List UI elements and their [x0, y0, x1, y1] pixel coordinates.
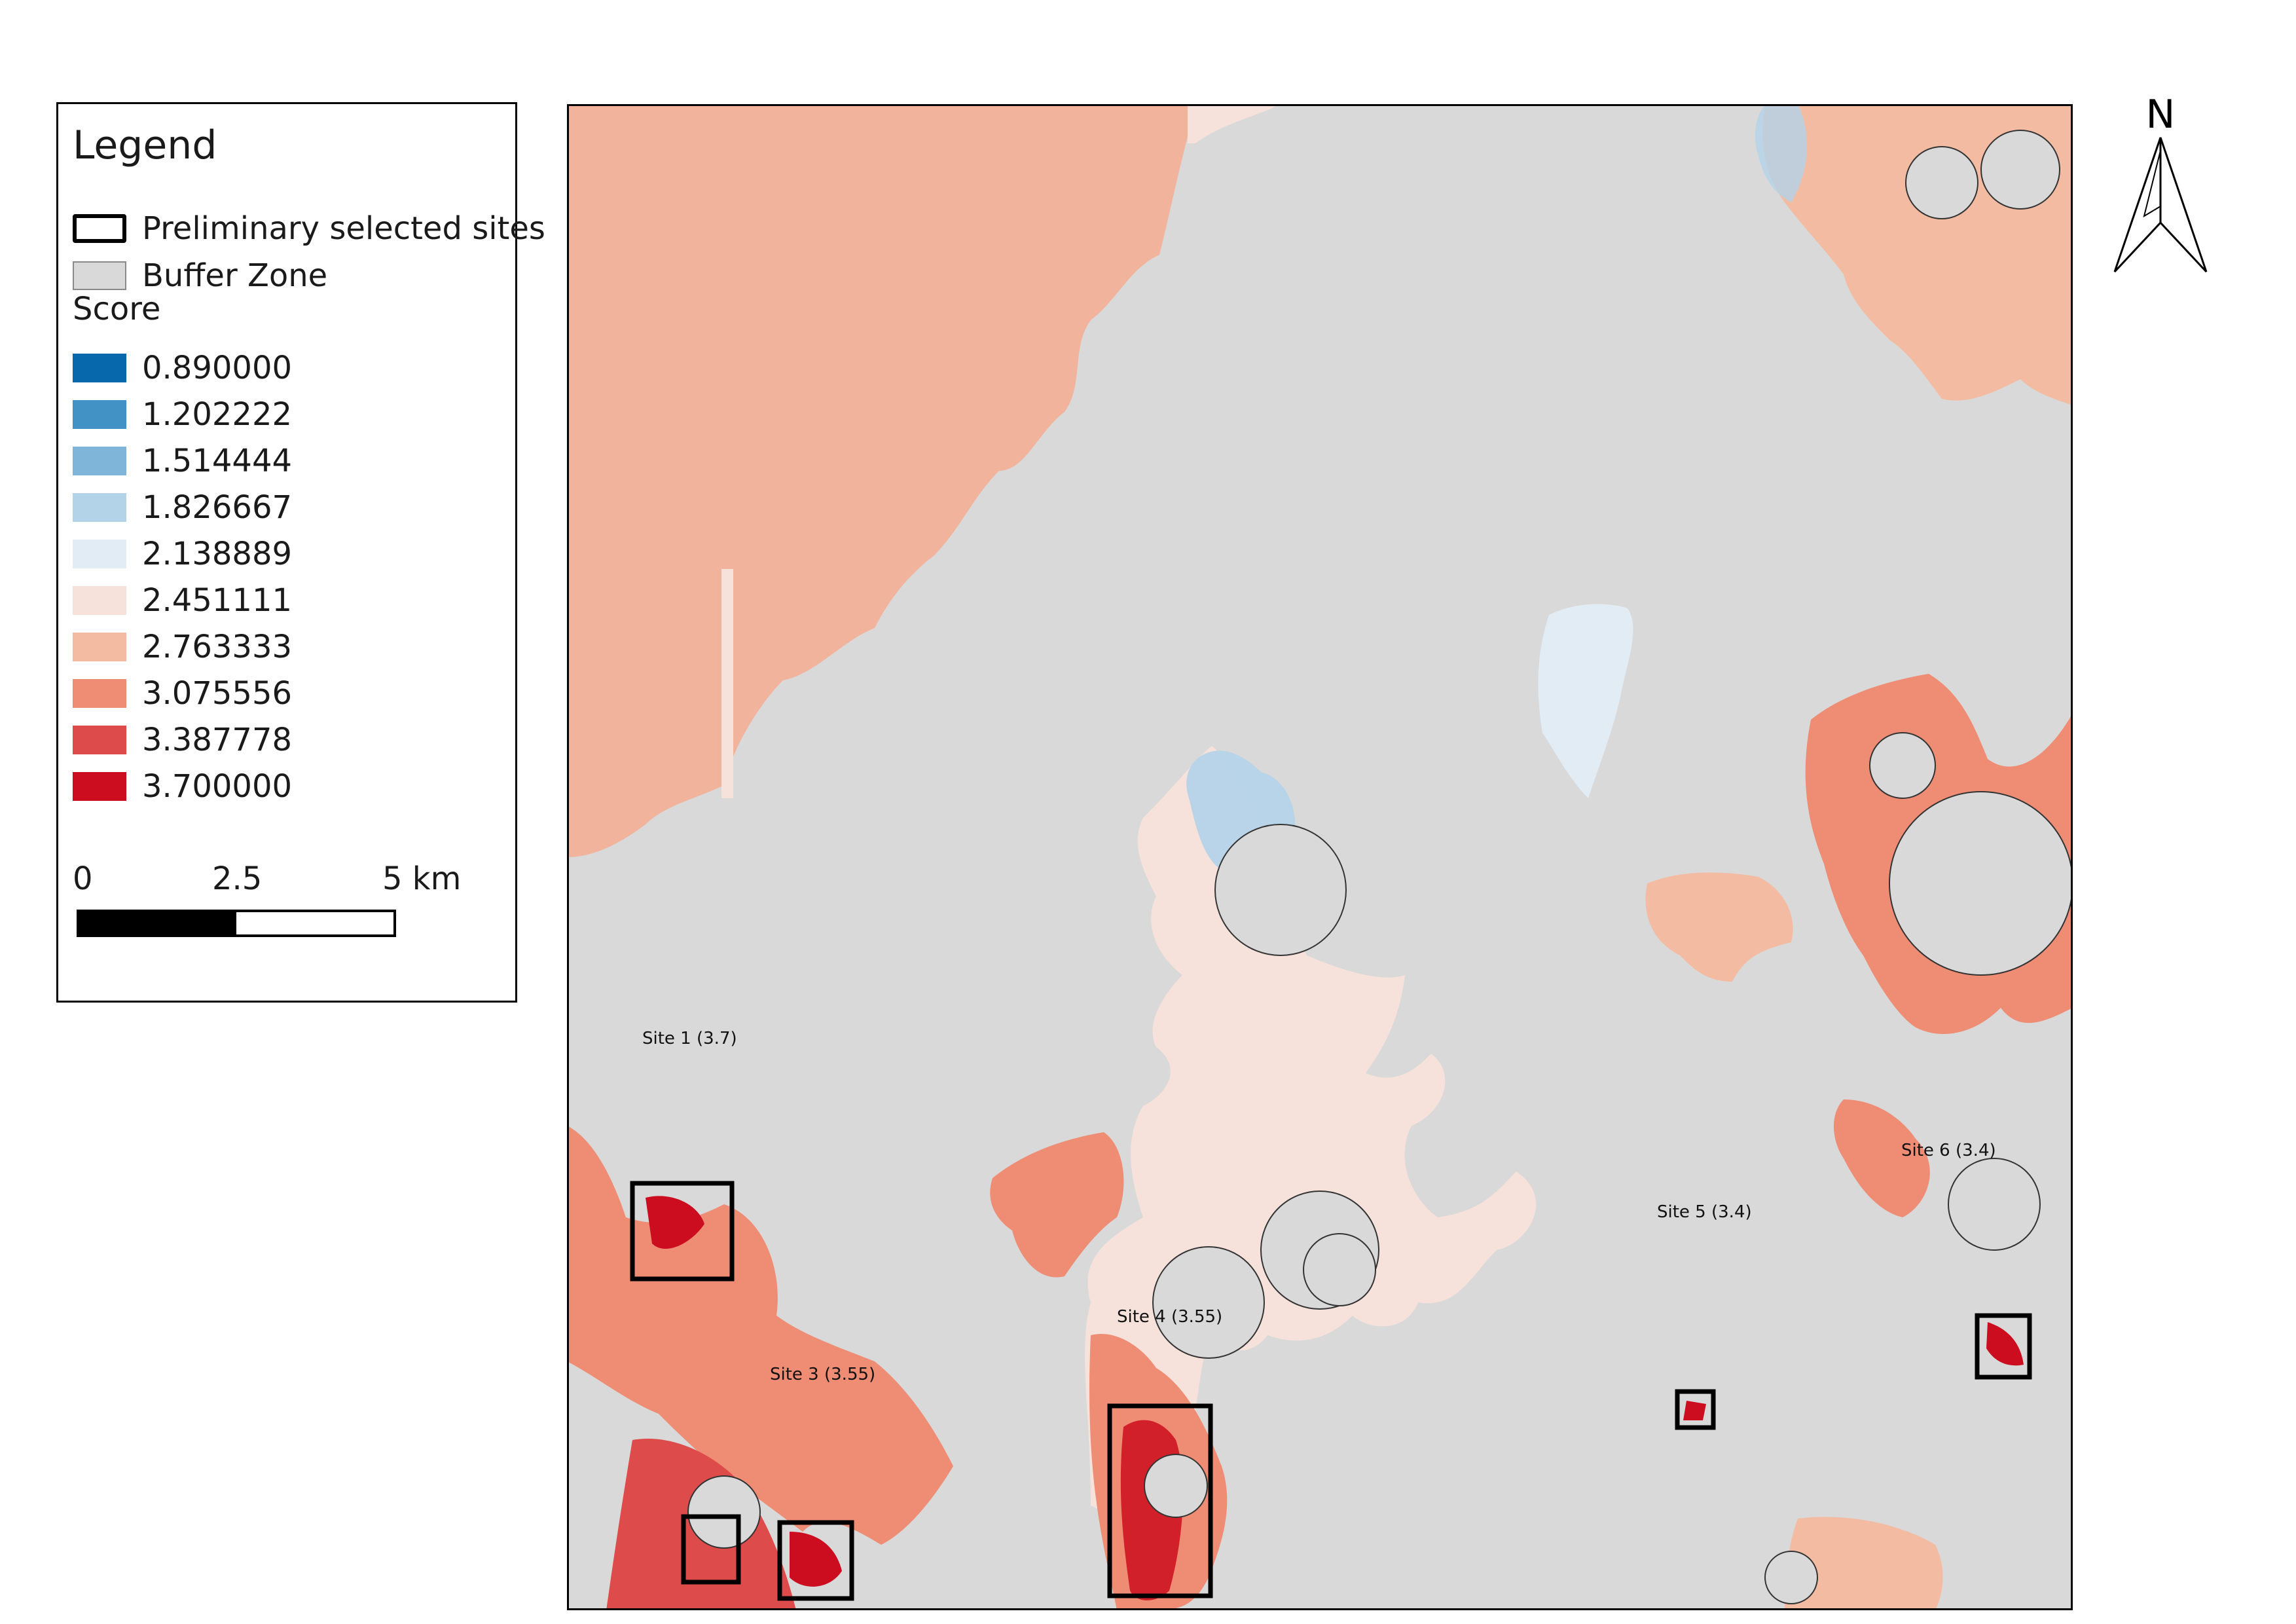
selected-site-boxes	[630, 1181, 2032, 1601]
site-box-5	[1675, 1389, 1716, 1430]
legend-title: Legend	[73, 122, 217, 168]
score-class-swatch	[73, 447, 126, 475]
score-class-label: 2.451111	[142, 582, 293, 619]
north-arrow-right-half	[2159, 137, 2208, 273]
score-class-swatch	[73, 540, 126, 568]
scale-label-end: 5 km	[382, 860, 462, 897]
site-box-2	[681, 1514, 741, 1585]
buffer-circles	[687, 130, 2073, 1604]
site-box-6	[1975, 1313, 2032, 1380]
score-class-swatch	[73, 400, 126, 429]
north-arrow-left-half	[2113, 137, 2162, 273]
north-arrow-hatch	[2143, 150, 2161, 218]
score-patch-east-low	[1538, 604, 1633, 798]
site-label-6: Site 6 (3.4)	[1901, 1141, 1996, 1160]
score-class-swatch	[73, 633, 126, 661]
scale-label-mid: 2.5	[212, 860, 263, 897]
score-class-label: 0.890000	[142, 350, 293, 386]
score-class-label: 3.075556	[142, 675, 293, 712]
score-class-row: 1.514444	[73, 443, 293, 479]
scale-bar	[77, 910, 396, 937]
score-class-row: 3.387778	[73, 722, 293, 758]
score-patch-east-mid	[1645, 872, 1793, 982]
scale-bar-black-segment	[79, 912, 236, 934]
site-box-1	[630, 1181, 735, 1282]
score-class-label: 1.826667	[142, 489, 293, 526]
score-class-swatch	[73, 493, 126, 522]
buffer-swatch	[73, 261, 126, 290]
score-class-label: 3.700000	[142, 768, 293, 805]
score-patch-southeast	[1834, 1099, 1930, 1217]
map-canvas: Site 1 (3.7) Site 3 (3.55) Site 4 (3.55)…	[567, 104, 2073, 1610]
score-heading: Score	[73, 291, 161, 327]
score-class-label: 1.202222	[142, 396, 293, 433]
site-outline-swatch	[73, 214, 126, 243]
score-class-row: 3.075556	[73, 675, 293, 712]
score-class-swatch	[73, 586, 126, 615]
legend-item-buffer: Buffer Zone	[73, 257, 328, 294]
score-area-north-edge	[1188, 104, 1281, 143]
score-patch-south-east-edge	[1785, 1517, 1943, 1610]
site-label-3: Site 3 (3.55)	[770, 1365, 875, 1384]
legend-item-label: Buffer Zone	[142, 257, 328, 294]
score-class-swatch	[73, 772, 126, 801]
score-class-row: 1.202222	[73, 396, 293, 433]
score-strip	[721, 569, 733, 798]
score-class-row: 2.451111	[73, 582, 293, 619]
map-legend: Legend Preliminary selected sites Buffer…	[56, 102, 545, 1003]
selected-site-fills	[646, 1196, 2024, 1587]
score-class-row: 1.826667	[73, 489, 293, 526]
score-patch-northeast-low	[1755, 104, 1807, 202]
score-class-label: 2.138889	[142, 536, 293, 572]
score-class-label: 1.514444	[142, 443, 293, 479]
site-label-4: Site 4 (3.55)	[1117, 1307, 1222, 1327]
scale-bar-white-segment	[236, 912, 393, 934]
legend-item-sites: Preliminary selected sites	[73, 210, 545, 247]
score-class-swatch	[73, 726, 126, 754]
site-label-1: Site 1 (3.7)	[642, 1029, 737, 1048]
score-class-label: 2.763333	[142, 629, 293, 665]
legend-item-label: Preliminary selected sites	[142, 210, 545, 247]
score-class-row: 2.138889	[73, 536, 293, 572]
score-patch-west-center	[990, 1132, 1124, 1278]
score-class-swatch	[73, 679, 126, 708]
score-class-label: 3.387778	[142, 722, 293, 758]
score-class-row: 2.763333	[73, 629, 293, 665]
score-class-row: 3.700000	[73, 768, 293, 805]
score-class-swatch	[73, 354, 126, 382]
scale-label-0: 0	[73, 860, 93, 897]
site-box-3	[777, 1520, 854, 1601]
north-arrow-label: N	[2146, 98, 2176, 138]
site-label-5: Site 5 (3.4)	[1657, 1202, 1752, 1222]
site-box-4	[1107, 1403, 1213, 1598]
north-arrow: N	[2113, 98, 2208, 273]
score-class-row: 0.890000	[73, 350, 293, 386]
